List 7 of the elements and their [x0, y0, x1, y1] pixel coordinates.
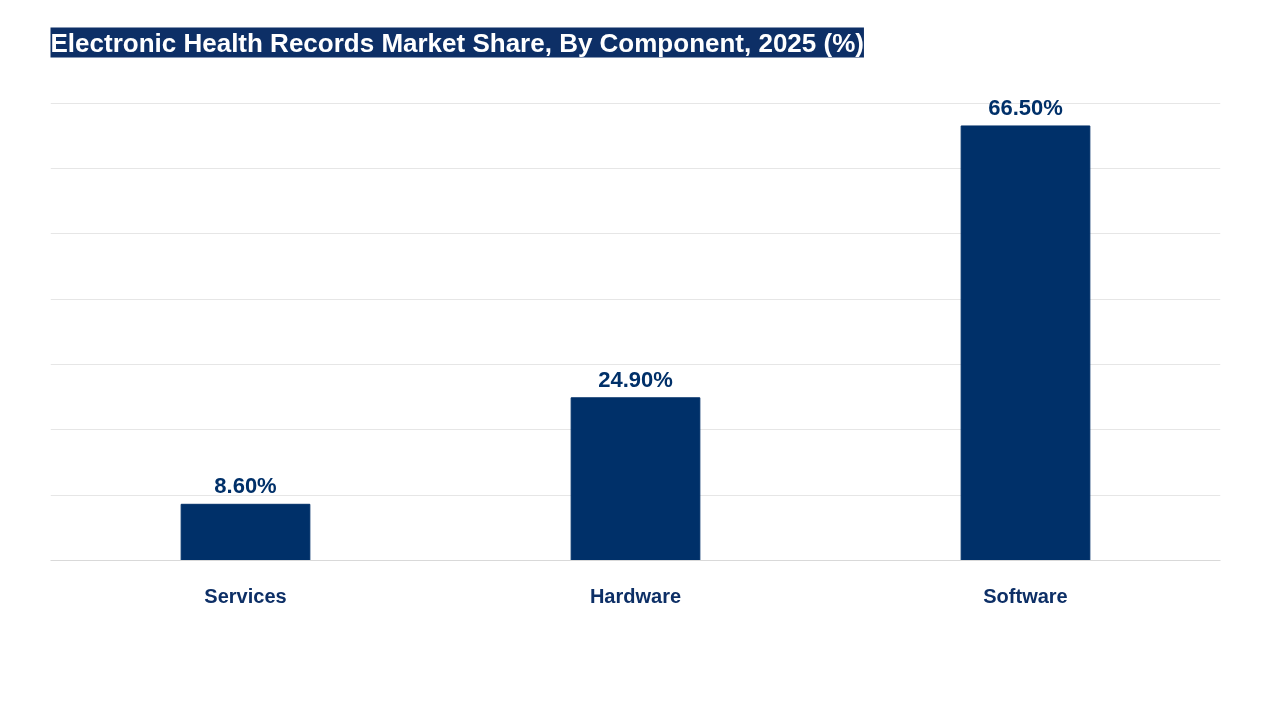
x-tick-label: Hardware	[589, 584, 682, 607]
data-label: 66.50%	[988, 94, 1063, 120]
x-tick-label: Software	[983, 584, 1068, 607]
chart-title: Electronic Health Records Market Share, By Component, 2025 (%)	[50, 27, 864, 58]
data-label: 24.90%	[598, 366, 673, 392]
x-tick-label: Services	[204, 584, 287, 607]
data-label: 8.60%	[214, 473, 277, 499]
